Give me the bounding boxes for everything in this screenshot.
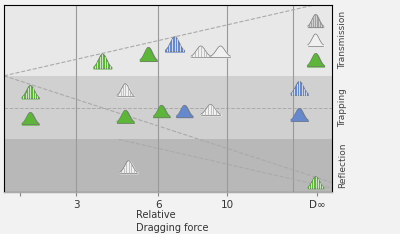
Text: Reflection: Reflection — [338, 143, 347, 188]
Bar — [4, 76, 332, 139]
Text: Transmission: Transmission — [338, 11, 347, 69]
Text: Trapping: Trapping — [338, 88, 347, 127]
Text: Relative
Dragging force: Relative Dragging force — [136, 210, 208, 233]
Bar — [4, 139, 332, 192]
